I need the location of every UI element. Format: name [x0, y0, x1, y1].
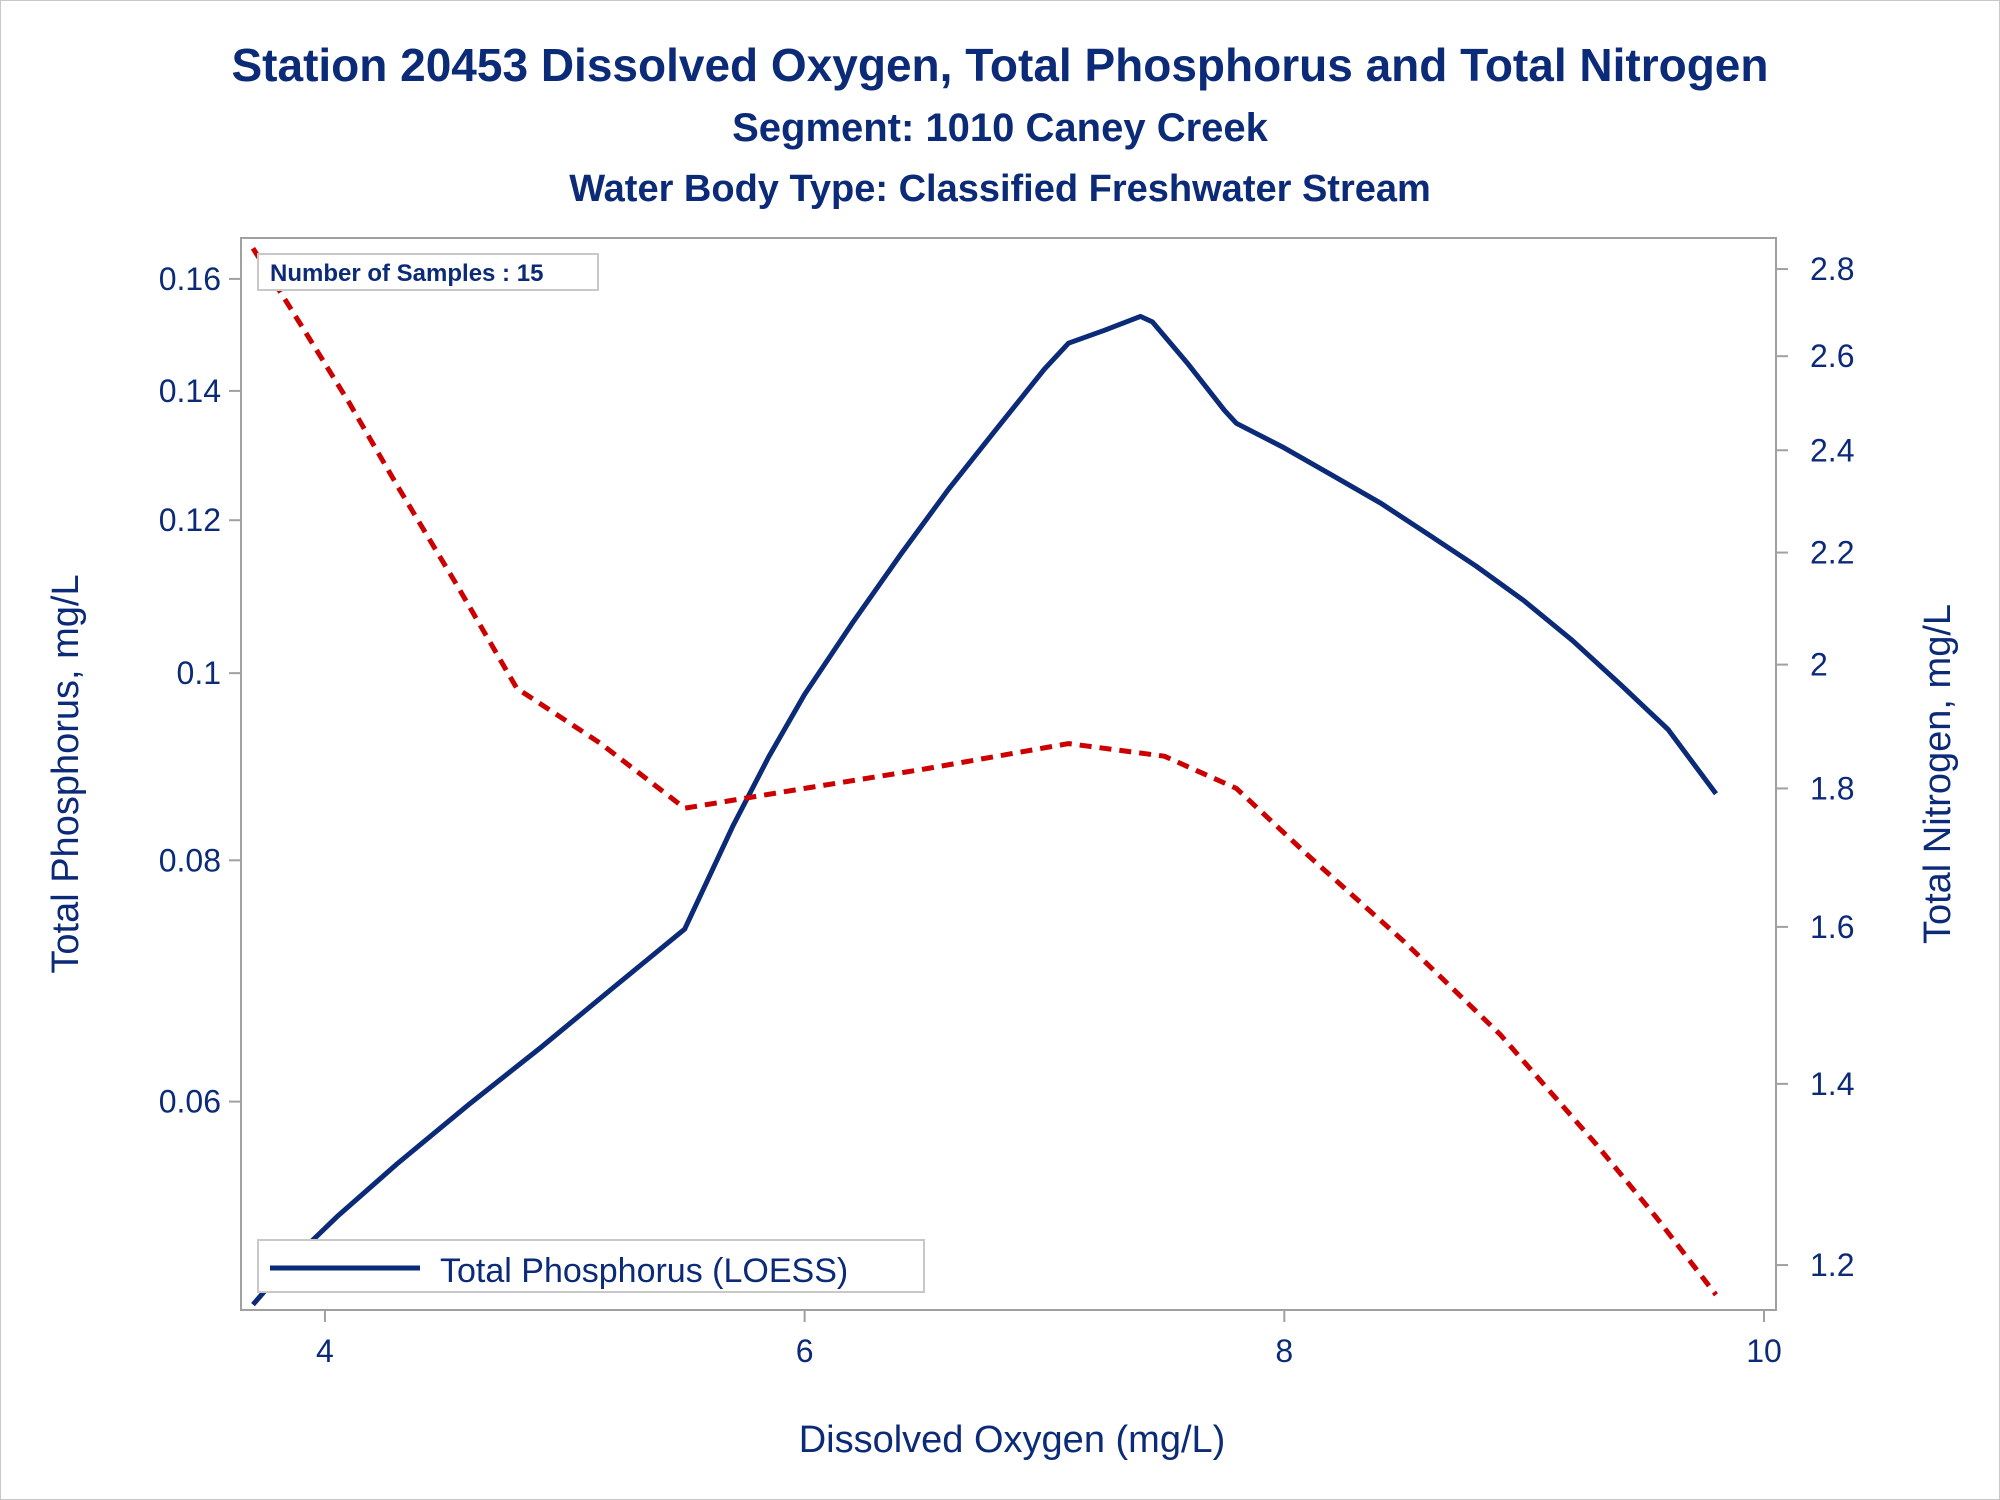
x-axis-label: Dissolved Oxygen (mg/L)	[799, 1419, 1226, 1461]
y2-tick-label: 2.8	[1810, 251, 1854, 287]
chart-title: Station 20453 Dissolved Oxygen, Total Ph…	[231, 39, 1769, 91]
chart-subtitle: Segment: 1010 Caney Creek	[732, 106, 1268, 150]
x-tick-label: 8	[1275, 1333, 1293, 1369]
plot-area	[240, 237, 1777, 1311]
y2-tick-label: 1.4	[1810, 1066, 1854, 1102]
y2-tick-label: 2.2	[1810, 535, 1854, 571]
y2-tick-label: 1.2	[1810, 1247, 1854, 1283]
y-tick-label: 0.16	[159, 261, 221, 297]
legend: Total Phosphorus (LOESS)	[257, 1239, 925, 1293]
y-tick-label: 0.14	[159, 373, 221, 409]
y-tick-label: 0.12	[159, 502, 221, 538]
y-axis-label-right: Total Nitrogen, mg/L	[1917, 604, 1959, 944]
x-tick-label: 10	[1746, 1333, 1782, 1369]
x-axis: 4 6 8 10	[316, 1310, 1782, 1369]
chart-subtitle-2: Water Body Type: Classified Freshwater S…	[569, 168, 1431, 210]
y-axis-left: 0.06 0.08 0.1 0.12 0.14 0.16	[159, 261, 241, 1120]
y-tick-label: 0.06	[159, 1084, 221, 1120]
x-tick-label: 4	[316, 1333, 334, 1369]
total-nitrogen-line	[250, 246, 1718, 1297]
series-group	[250, 246, 1719, 1307]
y2-tick-label: 2.4	[1810, 432, 1854, 468]
y2-tick-label: 1.8	[1810, 770, 1854, 806]
y2-tick-label: 2.6	[1810, 338, 1854, 374]
sample-count-text: Number of Samples : 15	[270, 260, 543, 287]
total-phosphorus-line	[251, 313, 1719, 1307]
y-axis-label-left: Total Phosphorus, mg/L	[45, 574, 87, 973]
sample-count-inset: Number of Samples : 15	[257, 253, 599, 291]
y-tick-label: 0.08	[159, 842, 221, 878]
y2-tick-label: 2	[1810, 647, 1828, 683]
legend-label: Total Phosphorus (LOESS)	[440, 1252, 848, 1290]
y-axis-right: 1.2 1.4 1.6 1.8 2 2.2 2.4 2.6 2.8	[1776, 251, 1854, 1283]
y-tick-label: 0.1	[177, 655, 221, 691]
y2-tick-label: 1.6	[1810, 909, 1854, 945]
x-tick-label: 6	[796, 1333, 814, 1369]
